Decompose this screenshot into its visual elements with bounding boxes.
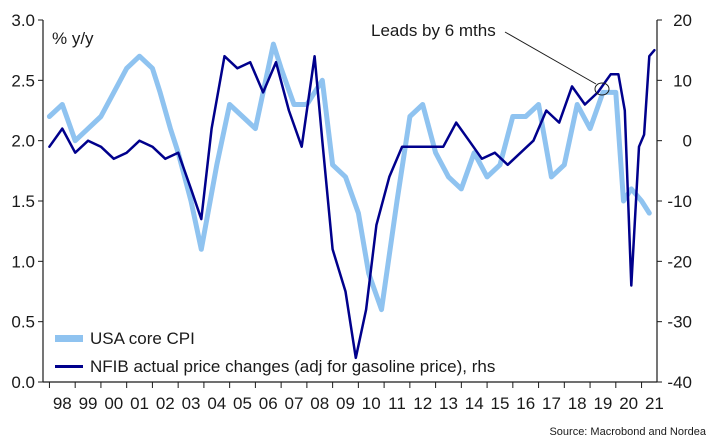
x-tick-label: 14	[465, 394, 484, 413]
x-tick-label: 17	[542, 394, 561, 413]
x-tick-label: 07	[285, 394, 304, 413]
right-tick-label: -30	[667, 313, 692, 332]
right-tick-label: 0	[683, 132, 692, 151]
x-tick-label: 99	[79, 394, 98, 413]
legend: USA core CPI NFIB actual price changes (…	[55, 329, 495, 376]
legend-swatch-nfib	[55, 365, 83, 368]
left-tick-label: 2.0	[11, 132, 35, 151]
x-tick-label: 13	[439, 394, 458, 413]
left-tick-label: 1.5	[11, 192, 35, 211]
right-tick-label: 10	[673, 71, 692, 90]
left-axis-ticks: 0.0 0.5 1.0 1.5 2.0 2.5 3.0	[11, 11, 43, 392]
right-tick-label: -10	[667, 192, 692, 211]
x-tick-label: 16	[516, 394, 535, 413]
x-tick-label: 02	[156, 394, 175, 413]
series-layer	[46, 41, 656, 360]
source-note: Source: Macrobond and Nordea	[549, 426, 706, 438]
x-tick-label: 21	[645, 394, 664, 413]
x-tick-label: 18	[568, 394, 587, 413]
right-tick-label: -40	[667, 373, 692, 392]
x-tick-label: 98	[53, 394, 72, 413]
x-tick-label: 11	[388, 394, 406, 413]
left-tick-label: 0.5	[11, 313, 35, 332]
x-tick-label: 19	[593, 394, 612, 413]
left-tick-label: 3.0	[11, 11, 35, 30]
x-tick-label: 15	[490, 394, 509, 413]
x-tick-label: 20	[619, 394, 638, 413]
right-tick-label: 20	[673, 11, 692, 30]
series-line-nfib	[48, 48, 656, 360]
annotation-circle	[594, 82, 610, 96]
x-tick-label: 10	[362, 394, 381, 413]
x-tick-label: 12	[413, 394, 432, 413]
x-tick-label: 04	[207, 394, 226, 413]
left-tick-label: 2.5	[11, 71, 35, 90]
x-tick-label: 09	[336, 394, 355, 413]
right-tick-label: -20	[667, 252, 692, 271]
right-axis-ticks: -40 -30 -20 -10 0 10 20	[657, 11, 692, 392]
legend-label-core-cpi: USA core CPI	[90, 329, 195, 348]
series-line-core-cpi	[46, 41, 652, 313]
annotation-leader-line	[504, 31, 597, 85]
y-axis-unit-label: % y/y	[52, 29, 94, 48]
x-axis-ticks: 98 99 00 01 02 03 04 05 06 07 08 09 10 11 12 13 14 15 16 17…	[48, 382, 664, 413]
left-tick-label: 0.0	[11, 373, 35, 392]
x-tick-label: 00	[104, 394, 123, 413]
x-tick-label: 08	[310, 394, 329, 413]
annotation-text: Leads by 6 mths	[371, 21, 496, 40]
x-tick-label: 03	[182, 394, 201, 413]
x-tick-label: 06	[259, 394, 278, 413]
x-tick-label: 05	[233, 394, 252, 413]
left-tick-label: 1.0	[11, 252, 35, 271]
x-tick-label: 01	[130, 394, 149, 413]
legend-label-nfib: NFIB actual price changes (adj for gasol…	[90, 357, 495, 376]
legend-swatch-core-cpi	[55, 335, 83, 342]
